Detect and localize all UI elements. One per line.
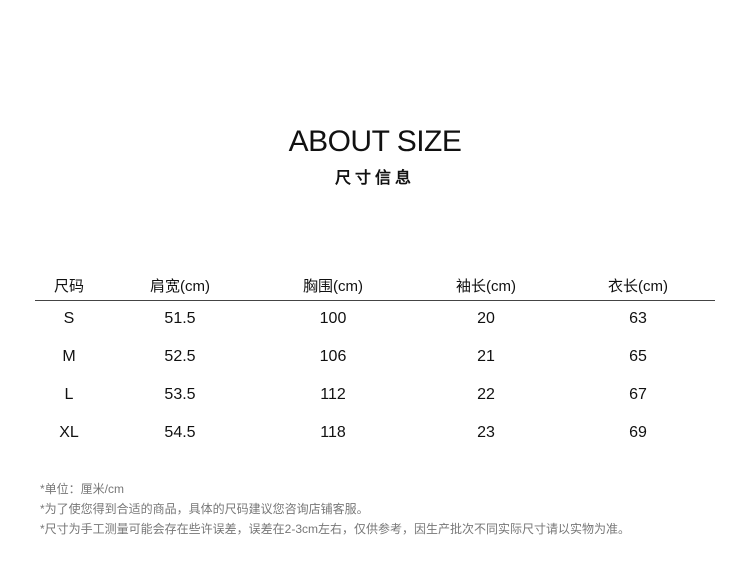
table-cell: 67	[629, 386, 647, 403]
note-advice: *为了使您得到合适的商品，具体的尺码建议您咨询店铺客服。	[40, 502, 369, 516]
table-cell: 53.5	[164, 386, 196, 403]
table-cell: S	[63, 310, 75, 327]
table-cell: 51.5	[164, 310, 196, 327]
page-title: ABOUT SIZE	[288, 125, 462, 158]
column-header: 胸围(cm)	[303, 278, 363, 295]
note-disclaimer: *尺寸为手工测量可能会存在些许误差，误差在2-3cm左右，仅供参考，因生产批次不…	[40, 522, 631, 536]
table-cell: 54.5	[164, 424, 196, 441]
column-header: 衣长(cm)	[608, 278, 668, 295]
table-cell: XL	[59, 424, 79, 441]
table-cell: 69	[629, 424, 647, 441]
table-cell: 20	[477, 310, 495, 327]
column-header: 尺码	[53, 278, 84, 295]
table-cell: 106	[319, 348, 347, 365]
table-cell: 112	[320, 386, 346, 403]
table-cell: 23	[477, 424, 495, 441]
table-cell: M	[62, 348, 76, 365]
table-cell: 21	[477, 348, 495, 365]
table-cell: 100	[319, 310, 347, 327]
column-header: 袖长(cm)	[456, 278, 516, 295]
note-unit: *单位：厘米/cm	[40, 482, 125, 496]
table-cell: 52.5	[164, 348, 196, 365]
header-divider	[35, 300, 715, 301]
table-cell: 63	[629, 310, 647, 327]
column-header: 肩宽(cm)	[150, 278, 210, 295]
page-subtitle: 尺寸信息	[334, 168, 415, 187]
table-cell: 22	[477, 386, 495, 403]
table-cell: 118	[320, 424, 346, 441]
table-cell: L	[64, 386, 74, 403]
table-cell: 65	[629, 348, 647, 365]
